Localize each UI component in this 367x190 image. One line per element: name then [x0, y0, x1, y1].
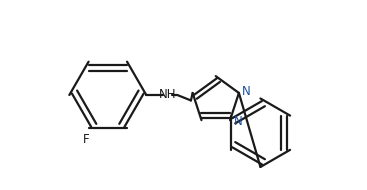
Text: N: N [233, 115, 242, 128]
Text: NH: NH [159, 89, 176, 101]
Text: F: F [83, 133, 90, 146]
Text: N: N [242, 85, 251, 98]
